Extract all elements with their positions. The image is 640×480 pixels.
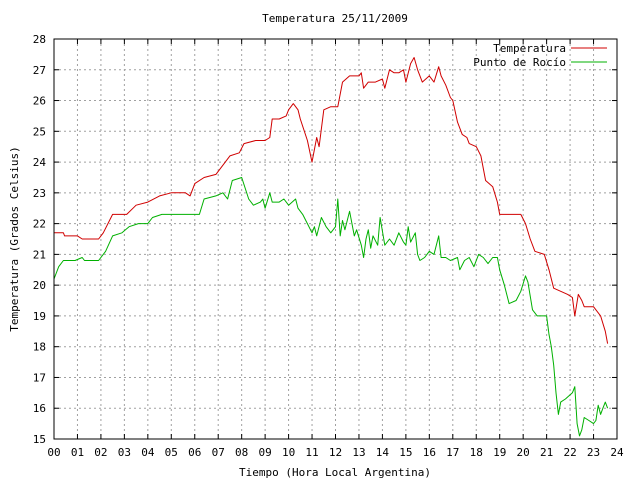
x-tick-label: 22	[563, 446, 576, 459]
x-tick-label: 04	[141, 446, 155, 459]
grid	[54, 39, 617, 439]
x-tick-label: 08	[235, 446, 248, 459]
x-tick-label: 12	[329, 446, 342, 459]
series-line-punto-de-rocio	[53, 177, 609, 437]
y-tick-label: 15	[33, 433, 46, 446]
x-tick-label: 21	[540, 446, 553, 459]
series-line-temperatura	[54, 57, 609, 344]
x-tick-label: 19	[493, 446, 506, 459]
x-tick-label: 00	[47, 446, 60, 459]
x-tick-label: 09	[259, 446, 272, 459]
y-tick-label: 21	[33, 248, 46, 261]
y-tick-label: 20	[33, 279, 46, 292]
x-tick-label: 20	[517, 446, 530, 459]
x-axis-label: Tiempo (Hora Local Argentina)	[239, 466, 431, 479]
legend-label: Temperatura	[493, 42, 566, 55]
y-tick-label: 24	[33, 156, 47, 169]
x-tick-label: 07	[212, 446, 225, 459]
x-tick-label: 02	[94, 446, 107, 459]
x-tick-label: 05	[165, 446, 178, 459]
x-tick-label: 15	[399, 446, 412, 459]
y-tick-label: 22	[33, 218, 46, 231]
y-tick-label: 28	[33, 33, 46, 46]
y-axis-label: Temperatura (Grados Celsius)	[8, 146, 21, 331]
y-tick-label: 16	[33, 402, 46, 415]
series-lines	[53, 57, 609, 437]
x-tick-label: 03	[118, 446, 131, 459]
plot-frame	[53, 38, 618, 440]
chart-title: Temperatura 25/11/2009	[262, 12, 408, 25]
x-tick-label: 24	[610, 446, 624, 459]
x-tick-label: 01	[71, 446, 84, 459]
y-tick-label: 23	[33, 187, 46, 200]
x-tick-label: 11	[305, 446, 318, 459]
y-tick-label: 19	[33, 310, 46, 323]
x-tick-label: 18	[470, 446, 483, 459]
y-tick-label: 26	[33, 95, 46, 108]
y-tick-label: 25	[33, 125, 46, 138]
x-tick-label: 17	[446, 446, 459, 459]
x-tick-label: 10	[282, 446, 295, 459]
y-tick-label: 27	[33, 64, 46, 77]
x-tick-label: 06	[188, 446, 201, 459]
y-tick-label: 18	[33, 341, 46, 354]
y-tick-label: 17	[33, 371, 46, 384]
x-tick-label: 16	[423, 446, 436, 459]
axis-ticks: 00 01 02 03 04 05 06 07 08 09 10 11 12 13 14 15 16 17 18 19…	[33, 33, 624, 459]
x-tick-label: 14	[376, 446, 390, 459]
x-tick-label: 23	[587, 446, 600, 459]
x-tick-label: 13	[352, 446, 365, 459]
legend-label: Punto de Rocío	[473, 56, 566, 69]
